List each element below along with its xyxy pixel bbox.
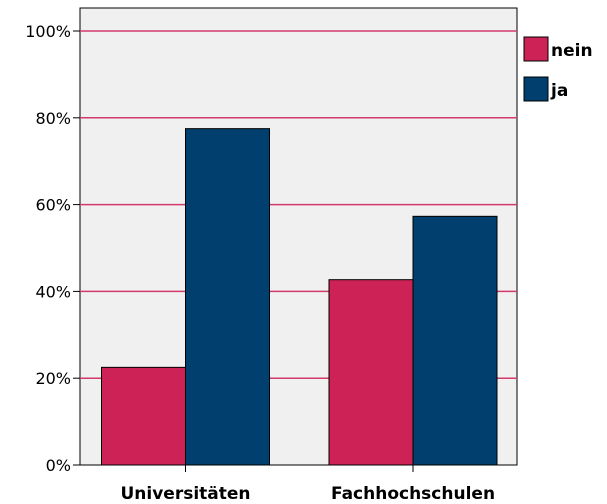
bar-ja	[412, 215, 498, 466]
y-tick-label: 60%	[35, 196, 71, 215]
bar-ja	[185, 128, 270, 466]
y-tick-label: 80%	[35, 109, 71, 128]
y-tick-label: 100%	[25, 22, 71, 41]
legend-label-nein: nein	[551, 41, 593, 61]
legend-swatch-ja	[523, 76, 549, 102]
y-tick-label: 0%	[46, 456, 71, 475]
y-tick-label: 40%	[35, 282, 71, 301]
bar-nein	[328, 279, 414, 466]
legend-swatch-nein	[523, 36, 549, 62]
bar-nein	[101, 366, 186, 466]
x-tick-label: Fachhochschulen	[331, 484, 495, 504]
y-tick-label: 20%	[35, 369, 71, 388]
x-tick-label: Universitäten	[120, 484, 250, 504]
legend: nein ja	[523, 36, 593, 102]
x-axis: Universitäten Fachhochschulen	[120, 465, 495, 504]
bars	[101, 128, 498, 466]
legend-label-ja: ja	[550, 81, 568, 101]
y-axis: 0% 20% 40% 60% 80% 100%	[25, 22, 80, 475]
